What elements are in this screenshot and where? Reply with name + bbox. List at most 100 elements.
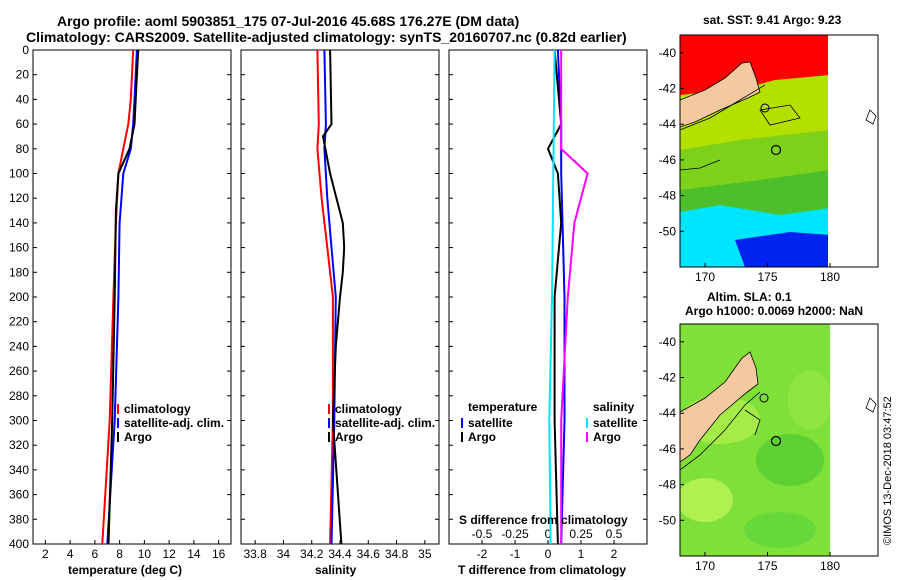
sst-upper-green: [680, 130, 830, 190]
y-tick-label: 400: [9, 537, 29, 551]
y-tick-label: 300: [9, 414, 29, 428]
lat-tick-label: -42: [659, 371, 677, 385]
lon-tick-label: 180: [820, 270, 840, 284]
top-tick-label: -0.5: [472, 527, 493, 541]
difference-axes-frame: [448, 49, 648, 545]
y-tick-label: 120: [9, 191, 29, 205]
lat-tick-label: -50: [659, 224, 677, 238]
y-tick-label: 140: [9, 216, 29, 230]
salinity-xlabel: salinity: [315, 563, 357, 577]
y-tick-label: 60: [16, 117, 30, 131]
x-tick-label: 14: [187, 547, 201, 561]
sla-coast-stub: [865, 397, 877, 413]
series-line-argo: [321, 49, 346, 545]
sla-blob: [788, 370, 830, 430]
x-tick-label: 34.8: [385, 547, 409, 561]
y-tick-label: 160: [9, 241, 29, 255]
y-tick-label: 260: [9, 364, 29, 378]
top-tick-label: 0.25: [569, 527, 593, 541]
difference-legend: temperature satellite Argo salinity sate…: [461, 400, 638, 444]
sla-blob: [756, 434, 824, 486]
temperature-legend: climatology satellite-adj. clim. Argo: [117, 402, 224, 444]
lat-tick-label: -46: [659, 442, 677, 456]
lat-tick-label: -40: [659, 46, 677, 60]
difference-top-title: S difference from climatology: [459, 513, 628, 527]
sla-contour: [680, 391, 761, 471]
y-tick-label: 180: [9, 265, 29, 279]
sst-white-column: [828, 35, 830, 267]
series-line-salinity-argo: [560, 50, 589, 544]
sla-small-circle: [759, 393, 769, 403]
legend-temp-argo-label: Argo: [468, 430, 496, 444]
legend-sal-header: salinity: [593, 400, 635, 414]
legend-climatology-label: climatology: [335, 402, 402, 416]
x-tick-label: 12: [162, 547, 176, 561]
y-tick-label: 320: [9, 438, 29, 452]
legend-satellite-label: satellite-adj. clim.: [124, 416, 224, 430]
x-tick-label: 35: [418, 547, 432, 561]
sla-blob: [680, 478, 733, 522]
difference-xlabel: T difference from climatology: [458, 563, 626, 577]
y-tick-label: 200: [9, 290, 29, 304]
y-tick-label: 360: [9, 488, 29, 502]
x-tick-label: 34.6: [357, 547, 381, 561]
x-tick-label: 6: [92, 547, 99, 561]
x-tick-label: 1: [578, 547, 585, 561]
x-tick-label: 16: [212, 547, 226, 561]
series-line-argo: [107, 49, 140, 545]
sst-small-circle: [760, 103, 770, 113]
sst-contour: [680, 84, 801, 171]
x-tick-label: 4: [67, 547, 74, 561]
salinity-panel: 33.8 34 34.2 34.4 34.6 34.8 35 salinity climat…: [240, 49, 440, 577]
series-line-salinity-satellite: [548, 49, 556, 545]
legend-argo-label: Argo: [124, 430, 152, 444]
legend-satellite-label: satellite-adj. clim.: [335, 416, 435, 430]
lon-tick-label: 175: [757, 270, 777, 284]
y-tick-label: 100: [9, 167, 29, 181]
temperature-xlabel: temperature (deg C): [68, 563, 182, 577]
temperature-panel: 2 4 6 8 10 12 14 16 0 20 40 60 80 100 120 140 160 180 200…: [9, 43, 232, 577]
y-tick-label: 80: [16, 142, 30, 156]
y-tick-label: 240: [9, 339, 29, 353]
series-line-satellite-adj-clim-: [323, 49, 337, 545]
lon-tick-label: 175: [757, 559, 777, 573]
lat-tick-label: -48: [659, 478, 677, 492]
salinity-legend: climatology satellite-adj. clim. Argo: [328, 402, 435, 444]
legend-argo-label: Argo: [335, 430, 363, 444]
y-tick-label: 220: [9, 315, 29, 329]
y-tick-label: 380: [9, 512, 29, 526]
sst-landmass: [680, 61, 761, 128]
lon-tick-label: 180: [820, 559, 840, 573]
sla-map: Altim. SLA: 0.1 Argo h1000: 0.0069 h2000…: [659, 290, 879, 573]
x-tick-label: 10: [138, 547, 152, 561]
lat-tick-label: -44: [659, 406, 677, 420]
series-line-satellite-adj-clim-: [106, 49, 138, 545]
imos-stamp: ©IMOS 13-Dec-2018 03:47:52: [882, 396, 894, 545]
x-tick-label: 34.2: [300, 547, 324, 561]
x-tick-label: 34.4: [328, 547, 352, 561]
x-tick-label: 33.8: [243, 547, 267, 561]
sla-map-frame: [679, 323, 879, 557]
x-tick-label: -2: [477, 547, 488, 561]
sst-map-frame: [679, 34, 879, 268]
lat-tick-label: -40: [659, 335, 677, 349]
lon-tick-label: 170: [695, 270, 715, 284]
lat-tick-label: -42: [659, 82, 677, 96]
title-line-1: Argo profile: aoml 5903851_175 07-Jul-20…: [57, 13, 519, 29]
y-tick-label: 0: [22, 43, 29, 57]
top-tick-label: 0: [545, 527, 552, 541]
legend-temp-satellite-label: satellite: [468, 416, 513, 430]
sst-coast-stub: [865, 109, 877, 125]
x-tick-label: 2: [611, 547, 618, 561]
difference-panel: -2 -1 0 1 2 -0.5 -0.25 0 0.25 0.5 S difference f…: [448, 49, 648, 577]
y-tick-label: 20: [16, 68, 30, 82]
sla-map-subtitle: Argo h1000: 0.0069 h2000: NaN: [685, 304, 863, 318]
sla-map-title: Altim. SLA: 0.1: [707, 290, 792, 304]
title-line-2: Climatology: CARS2009. Satellite-adjuste…: [26, 29, 627, 45]
series-line-temperature-argo: [546, 49, 563, 545]
x-tick-label: 0: [545, 547, 552, 561]
sla-landmass: [680, 351, 759, 463]
legend-sal-argo-label: Argo: [593, 430, 621, 444]
temperature-axes-frame: [32, 49, 232, 545]
